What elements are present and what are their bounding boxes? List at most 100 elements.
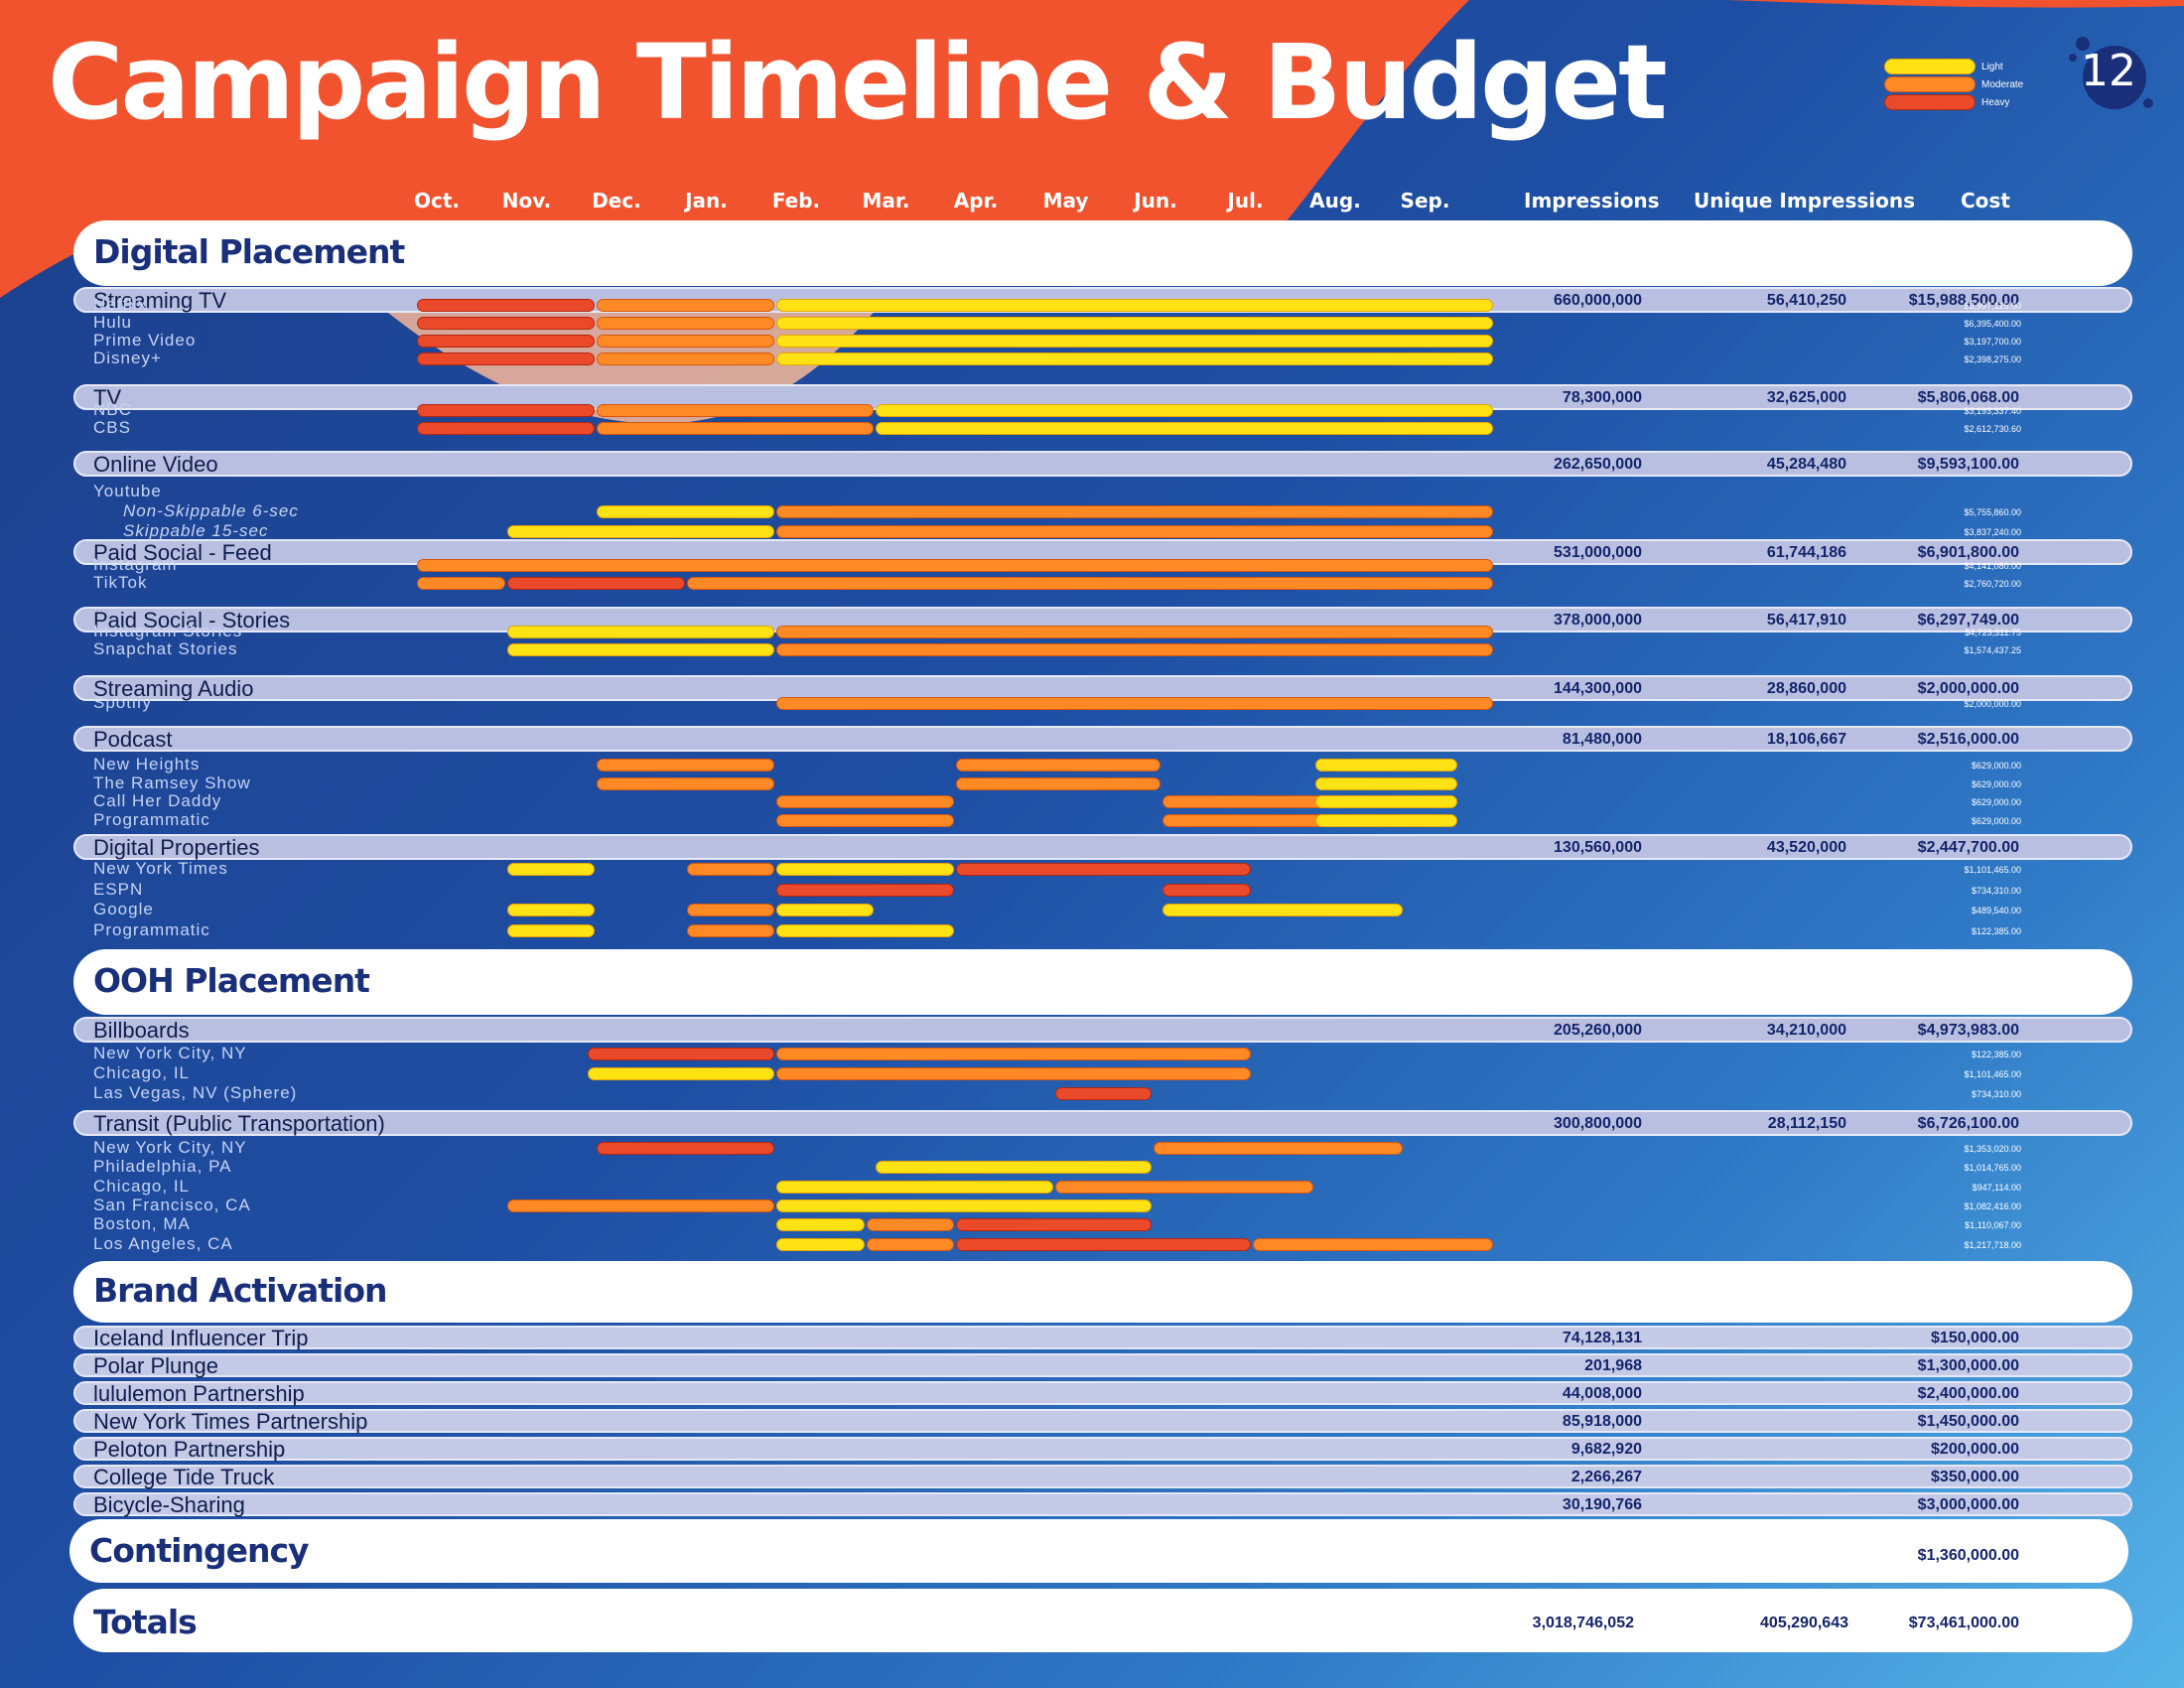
bar-digital-properties-programmatic-2-light [776,923,954,937]
bar-online-video-non-skippable-6-sec-1-moderate [776,505,1493,518]
bar-paid-social-stories-instagram-stories-1-moderate [776,626,1493,638]
bar-billboards-las-vegas-nv-sphere-0-heavy [1054,1087,1153,1100]
month-label-may: May [1042,189,1089,212]
category-band-billboards [73,1017,2132,1043]
bar-digital-properties-espn-1-heavy [1162,883,1251,897]
impressions-header: Impressions [1524,189,1660,212]
row-cost-transit-public-transportation-san-francisco-ca: $1,082,416.00 [1964,1200,2021,1211]
bar-podcast-new-heights-2-light [1315,759,1457,772]
row-cost-transit-public-transportation-boston-ma: $1,110,067.00 [1965,1220,2021,1231]
bar-streaming-tv-hulu-2-light [776,317,1493,330]
bar-digital-properties-google-3-light [1162,904,1404,916]
category-unique-streaming-audio: 28,860,000 [1766,680,1846,697]
row-cost-billboards-new-york-city-ny: $122,385.00 [1971,1050,2021,1059]
bar-tv-nbc-0-heavy [417,404,595,417]
bar-tv-nbc-2-light [875,404,1493,417]
category-band-streaming-audio [73,675,2132,701]
bar-podcast-programmatic-1-moderate [1162,813,1341,827]
brand-activation-band [73,1261,2132,1323]
legend-swatch-moderate [1884,76,1976,92]
bar-digital-properties-new-york-times-3-heavy [956,863,1251,876]
bar-streaming-tv-hulu-0-heavy [417,317,595,330]
bar-transit-public-transportation-san-francisco-ca-0-moderate [506,1198,774,1212]
category-cost-paid-social-feed: $6,901,800.00 [1917,544,2019,561]
category-cost-digital-properties: $2,447,700.00 [1917,839,2019,856]
bar-streaming-tv-prime-video-1-moderate [597,335,774,348]
row-cost-online-video-non-skippable-6-sec: $5,755,860.00 [1964,507,2021,517]
category-label-digital-properties: Digital Properties [93,835,260,860]
bar-transit-public-transportation-boston-ma-0-light [776,1218,865,1232]
row-cost-billboards-chicago-il: $1,101,465.00 [1964,1069,2021,1079]
bar-transit-public-transportation-boston-ma-1-moderate [866,1218,954,1232]
bar-transit-public-transportation-philadelphia-pa-0-light [875,1161,1153,1175]
brand-band-bicycle-sharing [73,1492,2132,1516]
bar-online-video-skippable-15-sec-0-light [506,525,774,538]
month-label-dec: Dec. [592,189,641,212]
category-impressions-billboards: 205,260,000 [1554,1022,1642,1039]
row-cost-streaming-audio-spotify: $2,000,000.00 [1964,699,2021,709]
row-cost-transit-public-transportation-los-angeles-ca: $1,217,718.00 [1964,1239,2021,1250]
row-cost-billboards-las-vegas-nv-sphere: $734,310.00 [1971,1089,2021,1099]
category-cost-streaming-audio: $2,000,000.00 [1917,680,2019,697]
month-label-mar: Mar. [862,189,910,212]
row-label-tv-cbs: CBS [93,418,131,437]
category-impressions-digital-properties: 130,560,000 [1554,839,1642,856]
row-label-digital-properties-new-york-times: New York Times [93,859,228,878]
category-impressions-streaming-tv: 660,000,000 [1554,292,1642,309]
row-cost-tv-cbs: $2,612,730.60 [1964,424,2021,434]
bar-digital-properties-programmatic-0-light [506,923,595,937]
row-label-transit-public-transportation-boston-ma: Boston, MA [93,1214,191,1234]
row-label-streaming-tv-hulu: Hulu [93,313,132,332]
legend-item-moderate: Moderate [1884,75,2023,93]
brand-label-college-tide-truck: College Tide Truck [93,1465,275,1489]
row-label-podcast-new-heights: New Heights [93,755,201,774]
brand-label-peloton-partnership: Peloton Partnership [93,1437,286,1462]
brand-band-peloton-partnership [73,1437,2132,1461]
bar-digital-properties-google-1-moderate [686,904,774,916]
contingency-cost: $1,360,000.00 [1917,1547,2019,1564]
row-label-paid-social-feed-tiktok: TikTok [93,573,148,592]
category-cost-podcast: $2,516,000.00 [1917,731,2019,748]
brand-impressions-peloton-partnership: 9,682,920 [1570,1441,1642,1458]
totals-unique: 405,290,643 [1760,1615,1848,1631]
category-band-digital-properties [73,834,2132,860]
category-label-streaming-tv: Streaming TV [93,288,227,313]
bar-streaming-tv-disney-0-heavy [417,352,595,365]
digital-placement-title: Digital Placement [93,232,405,271]
bar-podcast-call-her-daddy-1-moderate [1162,795,1341,808]
bar-transit-public-transportation-new-york-city-ny-0-heavy [597,1142,774,1155]
row-label-tv-nbc: NBC [93,400,132,419]
row-cost-transit-public-transportation-chicago-il: $947,114.00 [1972,1182,2021,1193]
top-right-accent [1727,0,2184,8]
unique-impressions-header: Unique Impressions [1694,189,1915,212]
legend-swatch-light [1884,59,1976,74]
row-label-streaming-tv-netflix: Netflix [93,295,148,314]
brand-cost-new-york-times-partnership: $1,450,000.00 [1917,1413,2019,1430]
bar-podcast-new-heights-1-moderate [956,759,1161,772]
brand-band-college-tide-truck [73,1465,2132,1488]
bar-transit-public-transportation-los-angeles-ca-3-moderate [1252,1237,1493,1251]
category-cost-billboards: $4,973,983.00 [1917,1022,2019,1039]
bar-paid-social-stories-snapchat-stories-0-light [506,643,774,656]
brand-impressions-lululemon-partnership: 44,008,000 [1562,1385,1642,1402]
row-cost-digital-properties-programmatic: $122,385.00 [1971,925,2021,936]
month-label-jun: Jun. [1134,189,1177,212]
bar-transit-public-transportation-chicago-il-1-moderate [1054,1180,1313,1194]
bar-transit-public-transportation-chicago-il-0-light [776,1180,1053,1194]
bar-paid-social-feed-tiktok-2-moderate [686,577,1493,590]
category-band-transit-public-transportation [73,1110,2132,1136]
bar-podcast-call-her-daddy-2-light [1315,795,1457,808]
brand-label-iceland-influencer-trip: Iceland Influencer Trip [93,1326,309,1350]
category-impressions-podcast: 81,480,000 [1562,731,1642,748]
category-unique-billboards: 34,210,000 [1766,1022,1846,1039]
bar-paid-social-feed-tiktok-1-heavy [506,577,685,590]
totals-band [73,1589,2132,1652]
month-label-feb: Feb. [771,189,821,212]
legend-label-moderate: Moderate [1981,78,2024,90]
month-label-nov: Nov. [501,189,552,212]
cost-header: Cost [1961,189,2010,212]
brand-label-new-york-times-partnership: New York Times Partnership [93,1409,368,1434]
brand-band-iceland-influencer-trip [73,1326,2132,1349]
brand-impressions-polar-plunge: 201,968 [1584,1357,1642,1374]
row-label-transit-public-transportation-new-york-city-ny: New York City, NY [93,1138,247,1157]
